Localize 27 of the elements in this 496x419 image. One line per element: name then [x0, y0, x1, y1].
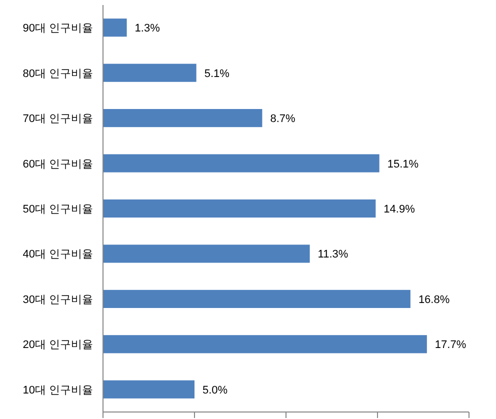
data-label: 17.7%	[434, 339, 466, 352]
bar	[103, 64, 196, 82]
y-tick-label: 40대 인구비율	[22, 248, 93, 261]
bar	[103, 154, 380, 172]
y-tick-label: 30대 인구비율	[22, 294, 93, 306]
y-tick-label: 50대 인구비율	[22, 204, 93, 216]
bar	[103, 109, 262, 128]
y-tick-label: 90대 인구비율	[22, 22, 93, 35]
y-tick-label: 10대 인구비율	[22, 384, 93, 396]
data-label: 8.7%	[270, 113, 296, 126]
y-tick-label: 20대 인구비율	[22, 339, 93, 352]
data-label: 5.0%	[202, 384, 228, 396]
bar	[103, 18, 127, 37]
data-label: 5.1%	[204, 68, 230, 80]
data-label: 15.1%	[387, 158, 419, 170]
bar	[103, 199, 376, 218]
y-tick-label: 60대 인구비율	[22, 158, 93, 170]
bar	[103, 290, 410, 308]
data-label: 1.3%	[134, 22, 160, 35]
data-label: 16.8%	[418, 294, 450, 306]
data-label: 14.9%	[384, 204, 416, 216]
y-tick-label: 80대 인구비율	[22, 68, 93, 80]
y-tick-label: 70대 인구비율	[22, 113, 93, 126]
bar	[103, 244, 310, 263]
data-label: 11.3%	[318, 248, 348, 261]
bar	[103, 335, 427, 354]
bar	[103, 380, 194, 398]
